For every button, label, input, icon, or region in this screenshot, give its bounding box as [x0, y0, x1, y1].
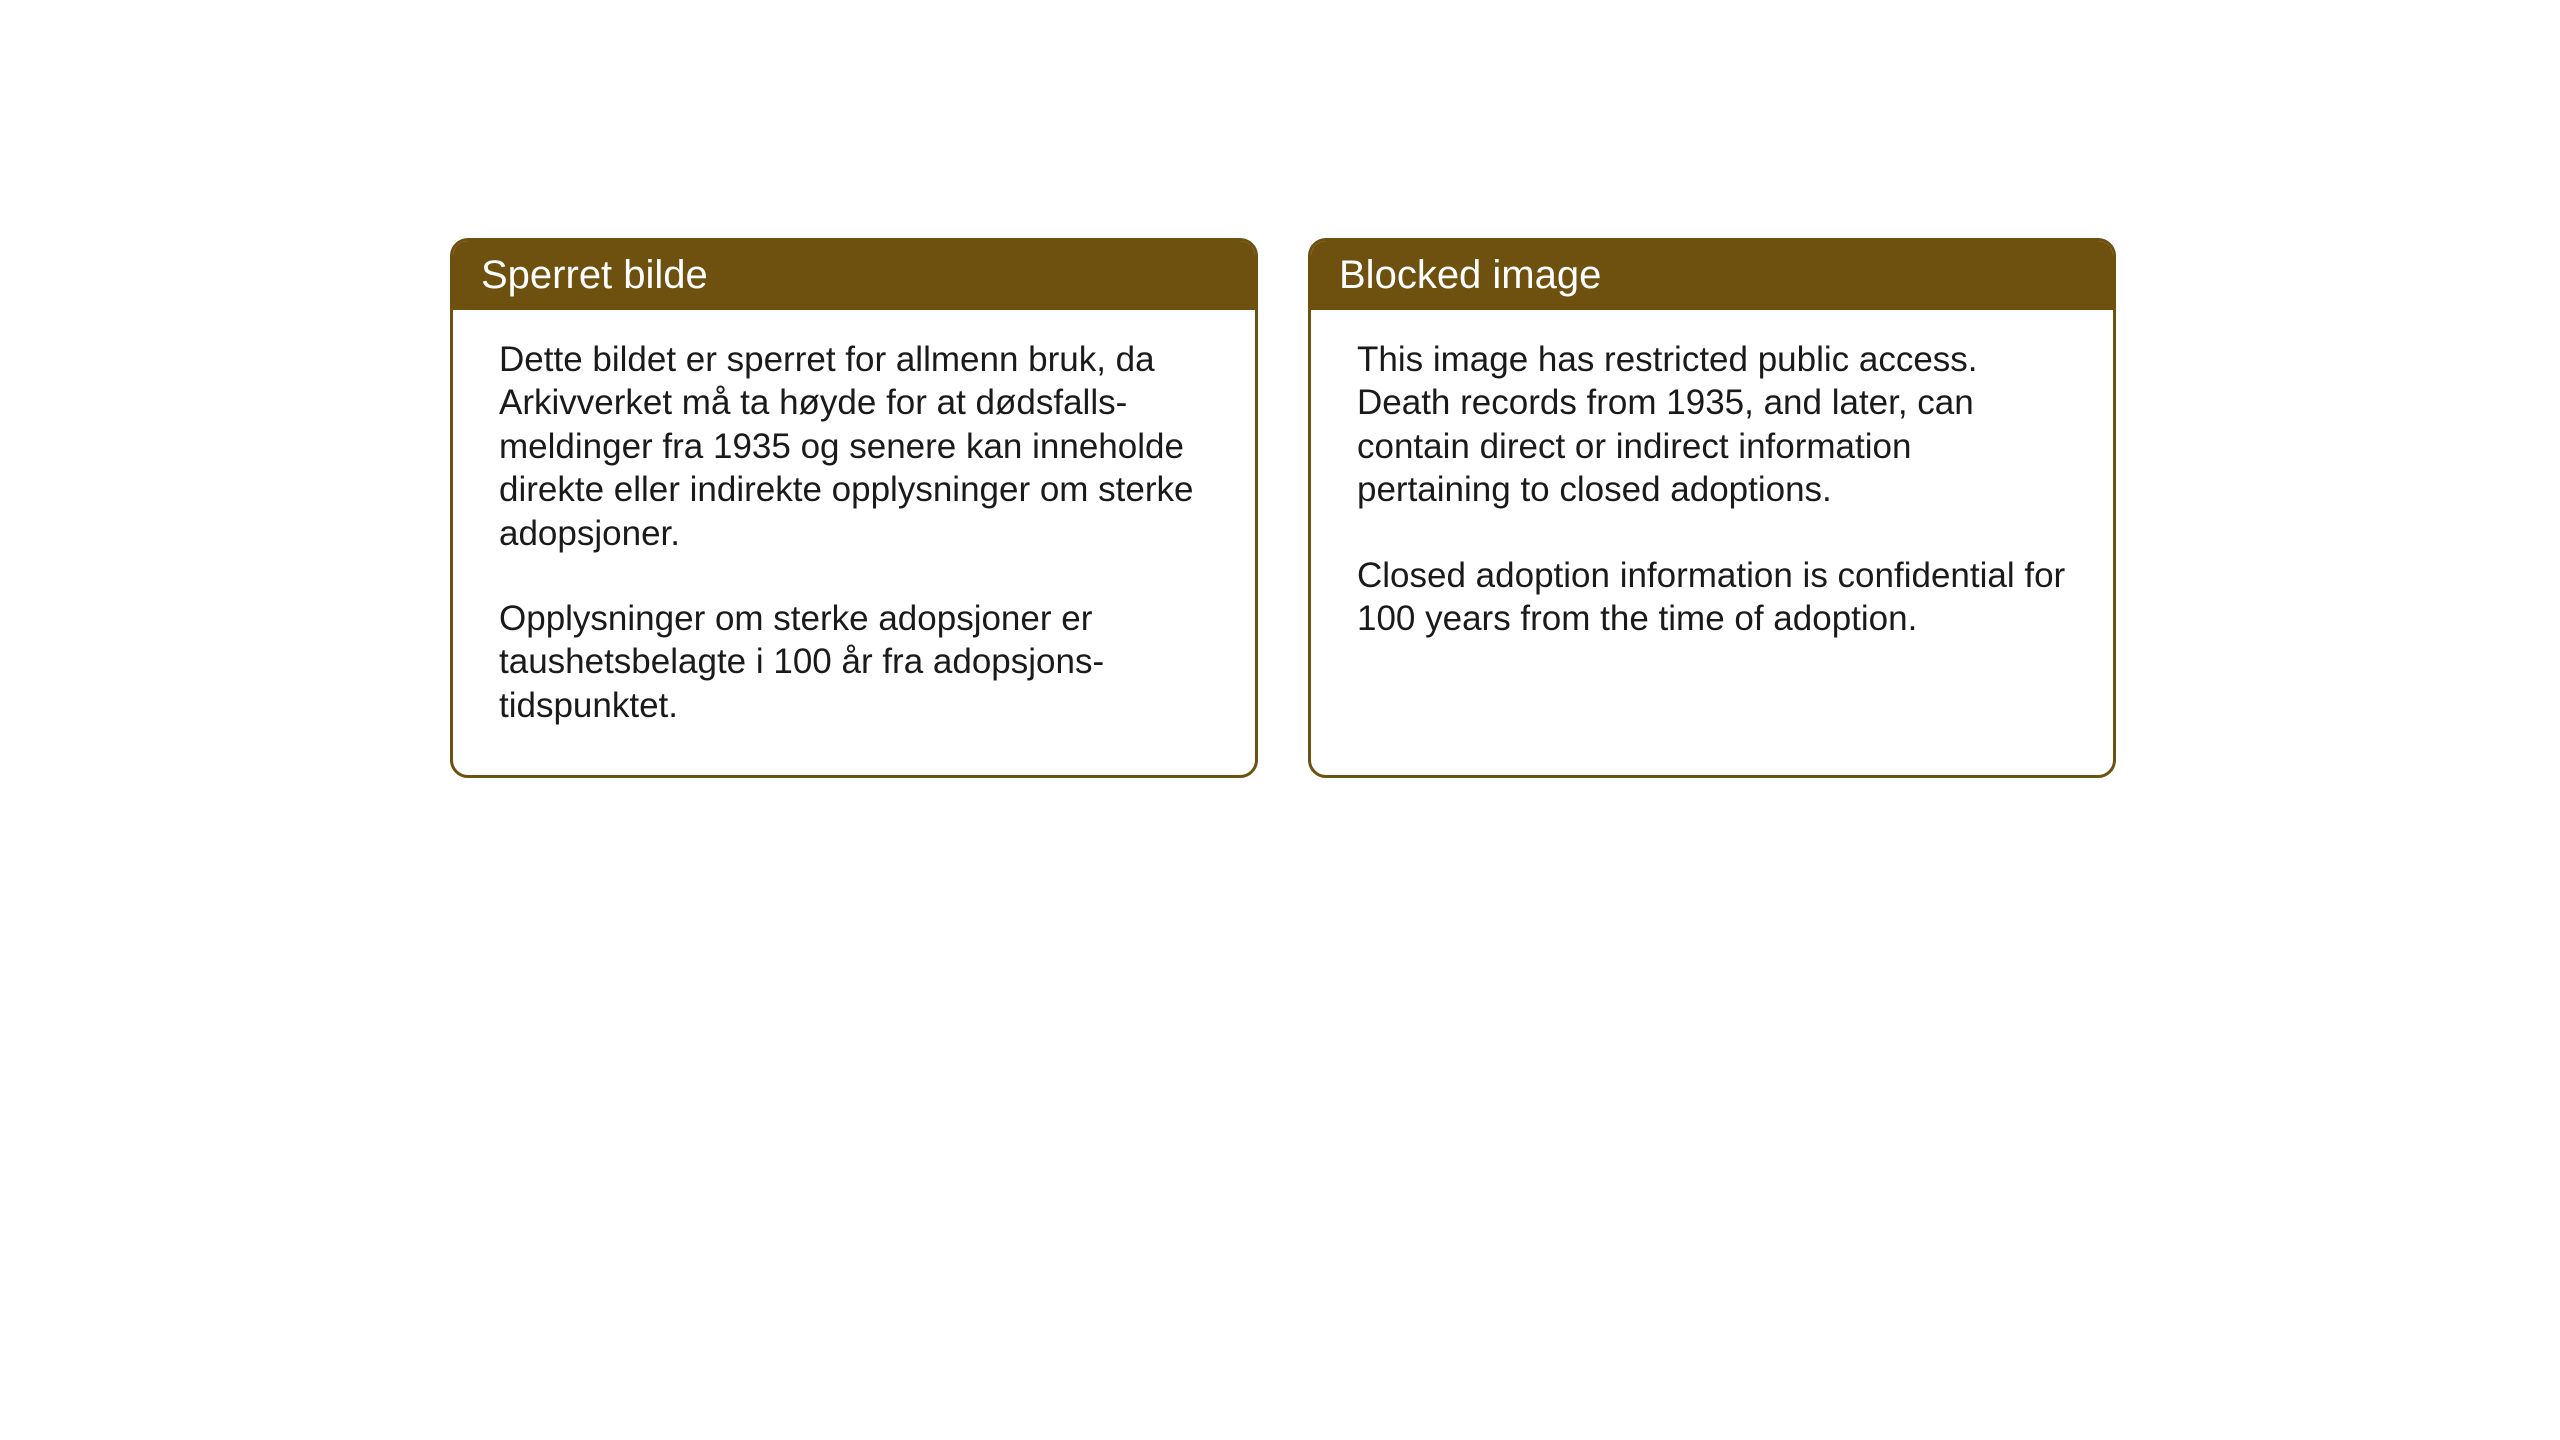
- english-card-body: This image has restricted public access.…: [1311, 310, 2113, 688]
- norwegian-card-title: Sperret bilde: [453, 241, 1255, 310]
- english-paragraph-1: This image has restricted public access.…: [1357, 338, 2067, 512]
- norwegian-card-body: Dette bildet er sperret for allmenn bruk…: [453, 310, 1255, 775]
- english-paragraph-2: Closed adoption information is confident…: [1357, 554, 2067, 641]
- norwegian-paragraph-2: Opplysninger om sterke adopsjoner er tau…: [499, 597, 1209, 727]
- notice-container: Sperret bilde Dette bildet er sperret fo…: [450, 238, 2116, 778]
- english-notice-card: Blocked image This image has restricted …: [1308, 238, 2116, 778]
- norwegian-paragraph-1: Dette bildet er sperret for allmenn bruk…: [499, 338, 1209, 555]
- norwegian-notice-card: Sperret bilde Dette bildet er sperret fo…: [450, 238, 1258, 778]
- english-card-title: Blocked image: [1311, 241, 2113, 310]
